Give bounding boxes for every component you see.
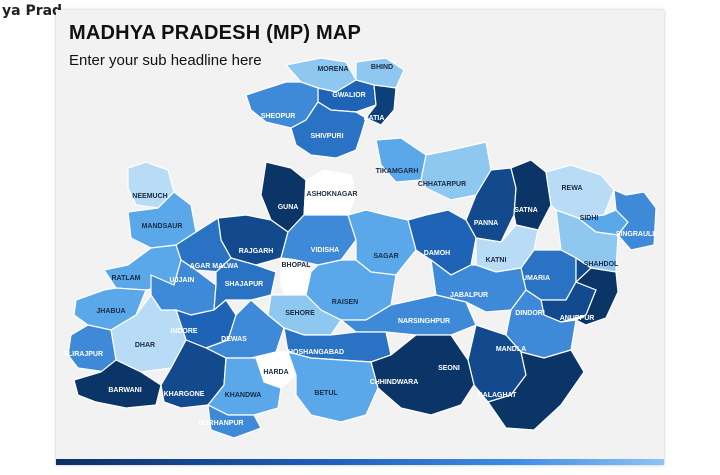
- district-label-datia: DATIA: [364, 115, 385, 122]
- district-label-dhar: DHAR: [135, 342, 155, 349]
- slide: MADHYA PRADESH (MP) MAP Enter your sub h…: [56, 10, 664, 465]
- district-label-rewa: REWA: [562, 185, 583, 192]
- district-label-burhanpur: BURHANPUR: [198, 420, 243, 427]
- district-label-vidisha: VIDISHA: [311, 247, 339, 254]
- district-label-neemuch: NEEMUCH: [132, 193, 167, 200]
- district-label-umaria: UMARIA: [522, 275, 550, 282]
- district-label-indore: INDORE: [170, 328, 198, 335]
- district-label-khargone: KHARGONE: [164, 391, 205, 398]
- district-label-barwani: BARWANI: [108, 387, 141, 394]
- district-barwani: [73, 359, 162, 409]
- slide-title: MADHYA PRADESH (MP) MAP: [69, 22, 362, 44]
- slide-subtitle: Enter your sub headline here: [69, 52, 262, 69]
- district-label-guna: GUNA: [278, 204, 299, 211]
- district-label-chhatarpur: CHHATARPUR: [418, 181, 466, 188]
- district-betul: [287, 351, 379, 423]
- district-label-satna: SATNA: [514, 207, 538, 214]
- district-label-gwalior: GWALIOR: [332, 92, 365, 99]
- district-shajapur: [213, 257, 277, 312]
- district-chhindwara: [370, 334, 475, 416]
- district-label-rajgarh: RAJGARH: [239, 248, 274, 255]
- district-label-hoshangabad: HOSHANGABAD: [288, 349, 344, 356]
- district-label-anuppur: ANUPPUR: [560, 315, 595, 322]
- district-label-sidhi: SIDHI: [580, 215, 599, 222]
- district-damoh: [407, 209, 477, 276]
- district-label-betul: BETUL: [314, 390, 338, 397]
- district-label-seoni: SEONI: [438, 365, 460, 372]
- district-label-ujjain: UJJAIN: [170, 277, 195, 284]
- district-label-dindori: DINDORI: [515, 310, 545, 317]
- district-label-sheopur: SHEOPUR: [261, 113, 296, 120]
- district-label-agar-malwa: AGAR MALWA: [190, 263, 239, 270]
- district-label-tikamgarh: TIKAMGARH: [376, 168, 419, 175]
- district-label-jabalpur: JABALPUR: [450, 292, 488, 299]
- district-label-sagar: SAGAR: [373, 253, 398, 260]
- district-label-panna: PANNA: [474, 220, 498, 227]
- district-label-khandwa: KHANDWA: [225, 392, 262, 399]
- district-alirajpur: [67, 324, 117, 373]
- district-burhanpur: [207, 403, 262, 439]
- district-label-shajapur: SHAJAPUR: [225, 281, 264, 288]
- district-satna: [510, 159, 552, 231]
- footer-accent-bar: [56, 459, 664, 465]
- district-label-damoh: DAMOH: [424, 250, 450, 257]
- district-label-bhind: BHIND: [371, 64, 393, 71]
- district-label-shivpuri: SHIVPURI: [310, 133, 343, 140]
- district-label-raisen: RAISEN: [332, 299, 358, 306]
- district-label-balaghat: BALAGHAT: [478, 392, 517, 399]
- district-label-jhabua: JHABUA: [96, 308, 125, 315]
- district-label-sehore: SEHORE: [285, 310, 315, 317]
- window-title: ya Prad: [2, 3, 63, 19]
- madhya-pradesh-map: MORENA BHIND GWALIOR DATIA SHEOPUR SHIVPURI TI…: [63, 57, 657, 439]
- district-label-shahdol: SHAHDOL: [584, 261, 619, 268]
- district-anuppur: [574, 267, 619, 326]
- district-label-narsinghpur: NARSINGHPUR: [398, 318, 450, 325]
- district-label-ratlam: RATLAM: [111, 275, 140, 282]
- district-label-mandsaur: MANDSAUR: [142, 223, 183, 230]
- district-balaghat: [487, 349, 585, 431]
- district-tikamgarh: [375, 137, 427, 183]
- district-singrauli: [613, 189, 657, 251]
- district-sagar: [347, 209, 417, 276]
- district-label-katni: KATNI: [486, 257, 507, 264]
- district-label-mandla: MANDLA: [496, 346, 526, 353]
- district-label-ashoknagar: ASHOKNAGAR: [307, 191, 358, 198]
- district-shivpuri: [290, 101, 367, 159]
- district-label-chhindwara: CHHINDWARA: [370, 379, 419, 386]
- district-label-alirajpur: ALIRAJPUR: [63, 351, 103, 358]
- district-label-bhopal: BHOPAL: [281, 262, 311, 269]
- district-label-morena: MORENA: [317, 66, 348, 73]
- district-label-dewas: DEWAS: [221, 336, 247, 343]
- district-label-singrauli: SINGRAULI: [616, 231, 655, 238]
- district-label-harda: HARDA: [263, 369, 288, 376]
- district-datia: [365, 84, 397, 126]
